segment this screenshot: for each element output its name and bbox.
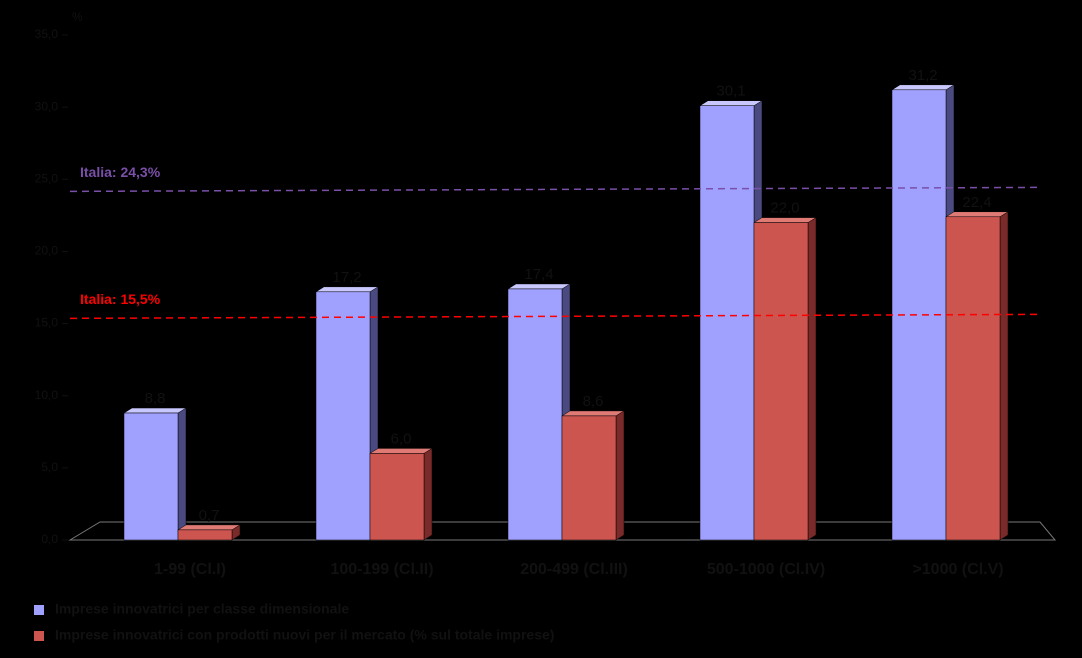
value-label: 17,4 <box>524 266 553 283</box>
bar-side <box>807 217 817 541</box>
bar-top <box>945 211 1009 218</box>
bar <box>561 415 617 541</box>
bar <box>123 412 179 541</box>
bar <box>699 105 755 541</box>
bar-side <box>999 211 1009 541</box>
bar <box>753 222 809 541</box>
reference-label: Italia: 15,5% <box>80 291 161 307</box>
reference-label: Italia: 24,3% <box>80 164 161 180</box>
legend-label: Imprese innovatrici con prodotti nuovi p… <box>55 627 554 643</box>
x-tick-label: 100-199 (Cl.II) <box>330 561 433 578</box>
y-tick-label: 0,0 <box>41 532 58 546</box>
value-label: 0,7 <box>199 507 220 524</box>
bar-top <box>753 217 817 223</box>
value-label: 8,8 <box>145 390 166 407</box>
bar <box>945 216 1001 541</box>
reference-line <box>69 313 1041 320</box>
x-tick-label: 1-99 (Cl.I) <box>154 561 226 578</box>
reference-line <box>69 186 1041 193</box>
legend-label: Imprese innovatrici per classe dimension… <box>55 601 349 617</box>
y-axis-label: % <box>72 10 83 24</box>
bar-top <box>369 448 433 454</box>
legend-swatch <box>34 631 44 641</box>
y-tick-label: 10,0 <box>35 388 59 402</box>
x-tick-label: 500-1000 (Cl.IV) <box>707 561 825 578</box>
bar <box>507 288 563 541</box>
bar-top <box>177 524 241 531</box>
bar-top <box>315 286 379 293</box>
value-label: 31,2 <box>908 67 937 84</box>
value-label: 30,1 <box>716 83 745 100</box>
value-label: 22,0 <box>770 200 799 217</box>
bar-side <box>423 447 433 541</box>
bar-side <box>177 407 187 541</box>
value-label: 17,2 <box>332 269 361 286</box>
y-tick-label: 15,0 <box>35 316 59 330</box>
bar-top <box>891 84 955 91</box>
bar-top <box>123 407 187 414</box>
value-label: 6,0 <box>391 430 412 447</box>
bar-side <box>615 410 625 541</box>
y-tick-label: 25,0 <box>35 171 59 185</box>
bar <box>177 529 233 541</box>
legend-swatch <box>34 605 44 615</box>
bar-top <box>561 410 625 417</box>
y-tick-label: 5,0 <box>41 460 58 474</box>
y-tick-label: 20,0 <box>35 244 59 258</box>
bar-top <box>699 100 763 106</box>
bar <box>369 453 425 541</box>
y-tick-label: 30,0 <box>35 99 59 113</box>
x-tick-label: >1000 (Cl.V) <box>912 561 1003 578</box>
value-label: 22,4 <box>962 194 991 211</box>
y-tick-label: 35,0 <box>35 27 59 41</box>
x-tick-label: 200-499 (Cl.III) <box>520 561 628 578</box>
value-label: 8,6 <box>583 393 604 410</box>
bar <box>315 291 371 541</box>
bar-top <box>507 283 571 290</box>
